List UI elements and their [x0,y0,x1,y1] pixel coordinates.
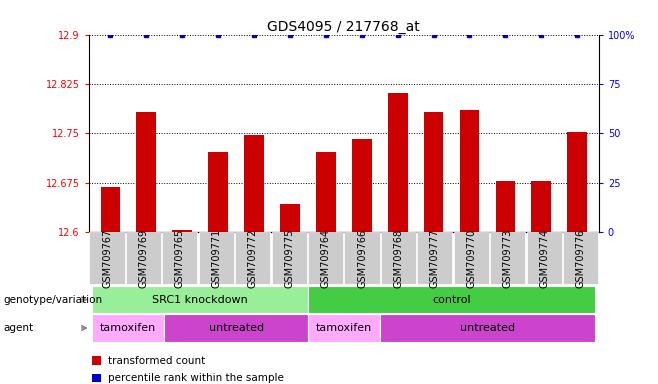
Text: GSM709770: GSM709770 [467,228,476,288]
Text: GSM709769: GSM709769 [138,229,149,288]
Text: GSM709772: GSM709772 [248,228,258,288]
Bar [280,204,300,232]
Text: GSM709766: GSM709766 [357,229,367,288]
Text: percentile rank within the sample: percentile rank within the sample [107,373,284,383]
Bar [567,132,587,232]
Text: GSM709777: GSM709777 [430,228,440,288]
Bar [208,152,228,232]
Text: agent: agent [3,323,34,333]
Text: GSM709765: GSM709765 [175,228,185,288]
Text: tamoxifen: tamoxifen [100,323,157,333]
Text: GSM709774: GSM709774 [539,228,549,288]
Bar [352,139,372,232]
Text: GSM709771: GSM709771 [211,228,221,288]
Text: untreated: untreated [460,323,515,333]
Title: GDS4095 / 217768_at: GDS4095 / 217768_at [267,20,420,33]
Bar [424,112,443,232]
Text: control: control [432,295,471,305]
Text: GSM709775: GSM709775 [284,228,294,288]
Text: GSM709764: GSM709764 [320,229,330,288]
Text: transformed count: transformed count [107,356,205,366]
Bar [388,93,407,232]
Text: GSM709776: GSM709776 [576,228,586,288]
Text: tamoxifen: tamoxifen [316,323,372,333]
Text: genotype/variation: genotype/variation [3,295,103,305]
Bar [316,152,336,232]
Bar [532,181,551,232]
Bar [101,187,120,232]
Bar [460,110,480,232]
Text: untreated: untreated [209,323,264,333]
Bar [244,135,264,232]
Text: GSM709773: GSM709773 [503,228,513,288]
Text: GSM709768: GSM709768 [393,229,403,288]
Text: GSM709767: GSM709767 [102,228,112,288]
Bar [172,230,192,232]
Bar [495,181,515,232]
Bar [136,112,156,232]
Text: SRC1 knockdown: SRC1 knockdown [152,295,248,305]
